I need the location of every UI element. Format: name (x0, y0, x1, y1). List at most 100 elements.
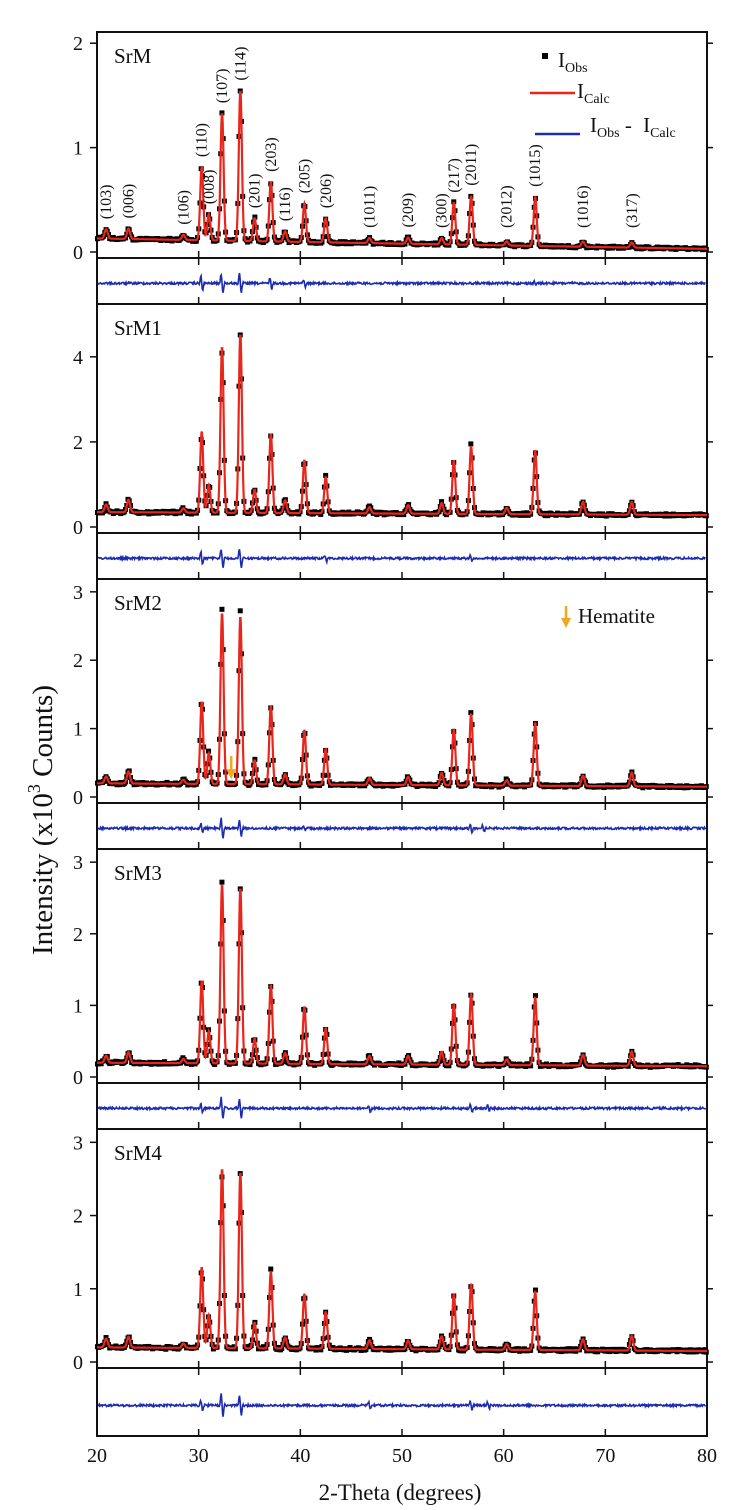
obs-point (237, 608, 243, 614)
sample-label: SrM (114, 44, 152, 68)
obs-point (163, 1346, 169, 1352)
obs-point (193, 238, 199, 244)
y-tick-label: 0 (73, 517, 83, 539)
y-tick-label: 0 (73, 1352, 83, 1374)
diff-series (97, 1393, 707, 1417)
obs-point (468, 710, 474, 716)
hkl-label: (006) (121, 184, 138, 219)
y-tick-label: 2 (73, 432, 83, 454)
obs-series (95, 332, 709, 519)
calc-series (97, 884, 707, 1068)
x-tick-label: 20 (87, 1445, 107, 1467)
y-tick-label: 3 (73, 1132, 83, 1154)
obs-point (219, 879, 225, 885)
legend: IObs ICalc IObs - ICalc (530, 48, 676, 141)
y-tick-label: 3 (73, 582, 83, 604)
y-tick-label: 1 (73, 995, 83, 1017)
panel-srm: 0 1 2 SrM (103) (006) (106) (110) (008) (107)(114… (73, 31, 713, 305)
obs-point (318, 1347, 324, 1353)
hkl-label: (1016) (575, 185, 592, 228)
obs-point (468, 441, 474, 447)
diff-series (97, 272, 706, 294)
panels-layer: 0 1 2 SrM (103) (006) (106) (110) (008) (107)(114… (73, 31, 717, 1467)
sample-label: SrM4 (114, 1141, 162, 1165)
obs-point (103, 1335, 109, 1341)
hkl-label: (1015) (527, 144, 544, 187)
obs-point (219, 110, 225, 116)
hkl-label: (114) (232, 47, 249, 81)
y-tick-label: 1 (73, 138, 83, 160)
obs-point (401, 512, 407, 518)
hkl-label: (205) (296, 159, 313, 194)
obs-point (439, 499, 445, 505)
panel-srm1: 0 2 4 SrM1 (73, 303, 713, 580)
obs-series (95, 606, 709, 791)
diff-series (98, 548, 706, 569)
main-frame (96, 848, 708, 1084)
hkl-label: (217) (446, 158, 463, 193)
hematite-label: Hematite (578, 604, 655, 628)
x-tick-label: 60 (494, 1445, 514, 1467)
calc-series (97, 334, 707, 517)
obs-point (323, 472, 329, 478)
hkl-label: (103) (98, 185, 115, 220)
y-axis-title: Intensity (x103 Counts) (24, 685, 59, 955)
x-axis-title: 2-Theta (degrees) (319, 1480, 482, 1505)
y-tick-label: 2 (73, 650, 83, 672)
y-tick-label: 1 (73, 719, 83, 741)
hematite-arrowhead-icon (561, 618, 571, 628)
obs-point (532, 1287, 538, 1293)
hkl-label: (317) (624, 193, 641, 228)
hematite-legend: Hematite (561, 604, 655, 628)
calc-series (97, 90, 707, 250)
obs-point (451, 199, 457, 205)
hkl-label: (2012) (499, 185, 516, 228)
diff-frame (96, 1367, 708, 1437)
y-tick-label: 1 (73, 1279, 83, 1301)
hkl-label: (1011) (362, 186, 379, 228)
sample-label: SrM3 (114, 861, 162, 885)
y-tick-label: 2 (73, 1206, 83, 1228)
y-tick-label: 0 (73, 242, 83, 264)
calc-series (97, 1169, 707, 1353)
legend-diff-label: IObs - ICalc (590, 113, 676, 141)
legend-obs-label: IObs (558, 48, 588, 76)
x-tick-label: 30 (189, 1445, 209, 1467)
panel-srm4: 0 1 2 3 SrM4 (73, 1128, 713, 1437)
obs-series (95, 879, 709, 1070)
obs-point (247, 1062, 253, 1068)
hkl-label: (008) (201, 170, 218, 205)
legend-obs-marker (542, 53, 548, 59)
obs-point (318, 511, 324, 517)
hkl-label: (206) (318, 174, 335, 209)
legend-calc-label: ICalc (577, 79, 610, 107)
y-tick-label: 3 (73, 852, 83, 874)
obs-point (219, 606, 225, 612)
calc-series (97, 613, 707, 788)
hkl-label: (300) (434, 193, 451, 228)
obs-series (95, 1171, 709, 1355)
x-tick-label: 40 (290, 1445, 310, 1467)
obs-point (268, 1266, 274, 1272)
hkl-label: (209) (400, 193, 417, 228)
diff-series (97, 1096, 707, 1119)
hkl-label: (106) (175, 190, 192, 225)
hematite-marker-head-icon (226, 769, 237, 780)
y-tick-label: 0 (73, 787, 83, 809)
hkl-label: (107) (214, 69, 231, 104)
obs-point (446, 1063, 452, 1069)
diff-series (97, 817, 707, 839)
x-tick-label: 70 (595, 1445, 615, 1467)
hkl-label: (2011) (463, 144, 480, 186)
sample-label: SrM1 (114, 316, 162, 340)
obs-point (532, 993, 538, 999)
main-frame (96, 1128, 708, 1369)
hkl-label: (116) (277, 187, 294, 221)
y-tick-label: 2 (73, 33, 83, 55)
sample-label: SrM2 (114, 591, 162, 615)
panel-srm3: 0 1 2 3 SrM3 (73, 848, 713, 1130)
x-tick-label: 80 (697, 1445, 717, 1467)
x-tick-label: 50 (392, 1445, 412, 1467)
hkl-label: (201) (247, 174, 264, 209)
